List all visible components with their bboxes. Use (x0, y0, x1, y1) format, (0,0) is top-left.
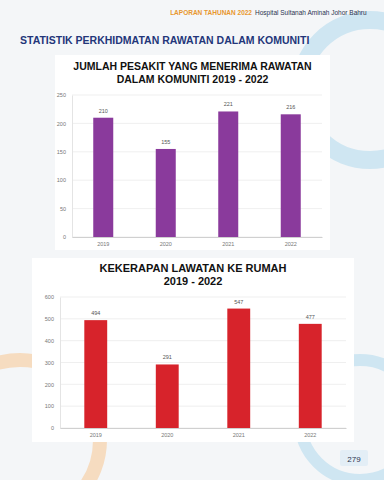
bar (84, 320, 107, 428)
y-tick-label: 250 (57, 92, 66, 98)
x-tick: 2020 (161, 428, 173, 438)
x-tick: 2019 (90, 428, 102, 438)
y-axis: 0 50 100 150 200 250 (57, 92, 73, 240)
decoration (0, 20, 384, 480)
y-tick: 400 (45, 338, 60, 344)
data-labels: 210 155 221 216 (99, 101, 296, 144)
x-tick: 2020 (160, 237, 172, 247)
chart: KEKERAPAN LAWATAN KE RUMAH2019 - 2022 0 10… (32, 258, 354, 442)
y-tick: 100 (57, 177, 72, 183)
y-tick: 50 (60, 206, 72, 212)
data-label: 494 (91, 310, 100, 316)
bar (281, 114, 301, 237)
bar (93, 118, 113, 237)
y-tick: 0 (63, 234, 72, 240)
y-tick-label: 100 (57, 177, 66, 183)
section-title: STATISTIK PERKHIDMATAN RAWATAN DALAM KOM… (20, 34, 309, 46)
y-tick: 500 (45, 316, 60, 322)
y-tick: 0 (51, 425, 60, 431)
data-label: 155 (161, 139, 170, 145)
header-hospital: Hospital Sultanah Aminah Johor Bahru (255, 9, 367, 17)
data-label: 291 (163, 354, 172, 360)
y-axis-line (72, 96, 73, 238)
x-tick-label: 2022 (304, 432, 316, 438)
y-tick: 300 (45, 360, 60, 366)
data-label: 547 (234, 299, 243, 305)
data-label: 477 (306, 314, 315, 320)
y-tick-label: 150 (57, 149, 66, 155)
x-tick: 2022 (304, 428, 316, 438)
x-tick: 2019 (97, 237, 109, 247)
x-tick-label: 2019 (90, 432, 102, 438)
x-tick: 2021 (233, 428, 245, 438)
x-tick-label: 2021 (222, 241, 234, 247)
page-number-box (340, 450, 368, 466)
y-tick-label: 50 (60, 206, 66, 212)
y-tick: 100 (45, 403, 60, 409)
chart-panel (32, 258, 354, 442)
bar (156, 364, 179, 428)
x-tick-label: 2022 (285, 241, 297, 247)
x-tick-label: 2020 (160, 241, 172, 247)
grid-line (72, 95, 322, 96)
y-tick: 250 (57, 92, 72, 98)
y-tick-label: 400 (45, 338, 54, 344)
header-report: LAPORAN TAHUNAN 2022 (170, 9, 252, 16)
x-tick-label: 2021 (233, 432, 245, 438)
y-tick: 600 (45, 294, 60, 300)
y-tick: 150 (57, 149, 72, 155)
y-tick-label: 500 (45, 316, 54, 322)
y-axis: 0 100 200 300 400 500 600 (45, 294, 61, 431)
x-axis: 2019 2020 2021 2022 (61, 428, 347, 438)
x-axis: 2019 2020 2021 2022 (73, 237, 323, 247)
y-tick-label: 600 (45, 294, 54, 300)
y-tick: 200 (57, 121, 72, 127)
bar (227, 309, 250, 428)
grid-line (60, 318, 346, 319)
x-tick: 2022 (285, 237, 297, 247)
chart-title: JUMLAH PESAKIT YANG MENERIMA RAWATANDALA… (73, 60, 311, 85)
y-tick-label: 100 (45, 403, 54, 409)
x-axis-line (61, 428, 347, 429)
chart-title: KEKERAPAN LAWATAN KE RUMAH2019 - 2022 (100, 262, 287, 287)
chart: JUMLAH PESAKIT YANG MENERIMA RAWATANDALA… (55, 55, 330, 250)
data-label: 221 (224, 101, 233, 107)
x-tick-label: 2020 (161, 432, 173, 438)
bars (93, 111, 301, 237)
x-tick: 2021 (222, 237, 234, 247)
page: LAPORAN TAHUNAN 2022Hospital Sultanah Am… (0, 0, 384, 480)
x-tick-label: 2019 (97, 241, 109, 247)
page-number: 279 (347, 455, 361, 464)
y-tick-label: 200 (57, 121, 66, 127)
data-labels: 494 291 547 477 (91, 299, 315, 361)
y-tick-label: 0 (51, 425, 54, 431)
bar (156, 149, 176, 237)
chart-panel (55, 55, 330, 250)
grid-line (60, 297, 346, 298)
data-label: 216 (286, 104, 295, 110)
grid (60, 297, 346, 428)
y-tick-label: 0 (63, 234, 66, 240)
y-tick-label: 300 (45, 360, 54, 366)
y-tick: 200 (45, 382, 60, 388)
data-label: 210 (99, 108, 108, 114)
bar (218, 111, 238, 237)
x-axis-line (73, 237, 323, 238)
bars (84, 309, 321, 428)
grid (72, 95, 322, 237)
y-tick-label: 200 (45, 382, 54, 388)
y-axis-line (60, 298, 61, 429)
bar (299, 324, 322, 428)
